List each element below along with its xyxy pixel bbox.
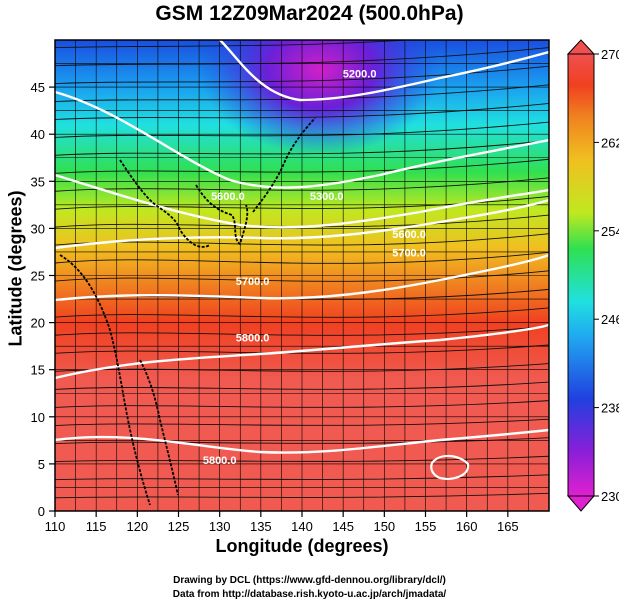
colorbar-tick-label: 262 (601, 135, 619, 150)
x-tick-label: 165 (497, 519, 519, 534)
contour-line (55, 323, 549, 380)
y-tick-label: 40 (31, 127, 45, 142)
x-tick-label: 135 (250, 519, 272, 534)
closed-contour-5880 (430, 454, 470, 480)
contour-line (219, 40, 549, 102)
streamline (55, 121, 549, 138)
colorbar-top-arrow (566, 39, 596, 55)
x-tick-label: 155 (415, 519, 437, 534)
colorbar-body (567, 53, 595, 497)
y-tick-label: 5 (38, 457, 45, 472)
x-tick-label: 125 (168, 519, 190, 534)
x-tick-label: 160 (456, 519, 478, 534)
y-tick-label: 10 (31, 410, 45, 425)
colorbar-tick-label: 246 (601, 312, 619, 327)
colorbar-tick-label: 270 (601, 47, 619, 62)
x-tick-label: 145 (332, 519, 354, 534)
x-tick-label: 110 (45, 519, 66, 534)
y-tick-label: 20 (31, 316, 45, 331)
streamline (55, 381, 549, 390)
y-tick-label: 0 (38, 504, 45, 519)
credit-line-dcl: Drawing by DCL (https://www.gfd-dennou.o… (173, 575, 446, 586)
streamline (55, 84, 549, 102)
contour-line (55, 173, 549, 229)
x-axis-label: Longitude (degrees) (215, 536, 389, 556)
height-contours (55, 40, 549, 454)
y-tick-label: 45 (31, 80, 45, 95)
streamline (55, 492, 549, 499)
streamline (55, 40, 416, 49)
contour-label: 5700.0 (392, 248, 426, 260)
contour-line (55, 90, 549, 189)
streamline (55, 158, 549, 174)
contour-label: 5300.0 (310, 191, 344, 203)
contour-label: 5600.0 (392, 229, 426, 241)
grid-lines (55, 40, 549, 511)
x-tick-label: 130 (209, 519, 231, 534)
cold-low-core (200, 40, 440, 155)
contour-label: 5800.0 (236, 332, 270, 344)
contour-label: 5800.0 (203, 455, 237, 467)
x-tick-label: 140 (291, 519, 313, 534)
streamline (55, 474, 549, 481)
contour-label: 5700.0 (236, 276, 270, 288)
streamlines (55, 40, 549, 499)
contour-label: 5600.0 (211, 191, 245, 203)
x-tick-label: 150 (373, 519, 395, 534)
colorbar-tick-label: 230 (601, 489, 619, 504)
streamline (55, 418, 549, 426)
x-tick-label: 120 (126, 519, 148, 534)
y-axis-label: Latitude (degrees) (5, 190, 26, 347)
y-tick-label: 15 (31, 363, 45, 378)
contour-line (55, 428, 549, 454)
streamline (55, 344, 549, 354)
contour-label: 5200.0 (343, 69, 377, 81)
y-tick-label: 25 (31, 269, 45, 284)
y-tick-label: 30 (31, 221, 45, 236)
streamline (55, 140, 549, 156)
contour-line (55, 198, 549, 250)
streamline (55, 437, 549, 445)
streamline (55, 307, 549, 318)
streamline (55, 400, 549, 408)
streamline (55, 325, 549, 336)
colorbar: 230 238 246 254 262 270 (566, 39, 619, 512)
colorbar-tick-label: 238 (601, 401, 619, 416)
colorbar-tick-label: 254 (601, 224, 619, 239)
contour-line (55, 253, 549, 302)
coastline (59, 117, 316, 506)
streamline (55, 251, 549, 264)
x-tick-label: 115 (86, 519, 107, 534)
map-title: GSM 12Z09Mar2024 (500.0hPa) (155, 2, 464, 25)
credit-line-data-source: Data from http://database.rish.kyoto-u.a… (172, 589, 447, 600)
y-tick-label: 35 (31, 174, 45, 189)
colorbar-bottom-arrow (566, 495, 596, 512)
streamline (55, 270, 549, 282)
